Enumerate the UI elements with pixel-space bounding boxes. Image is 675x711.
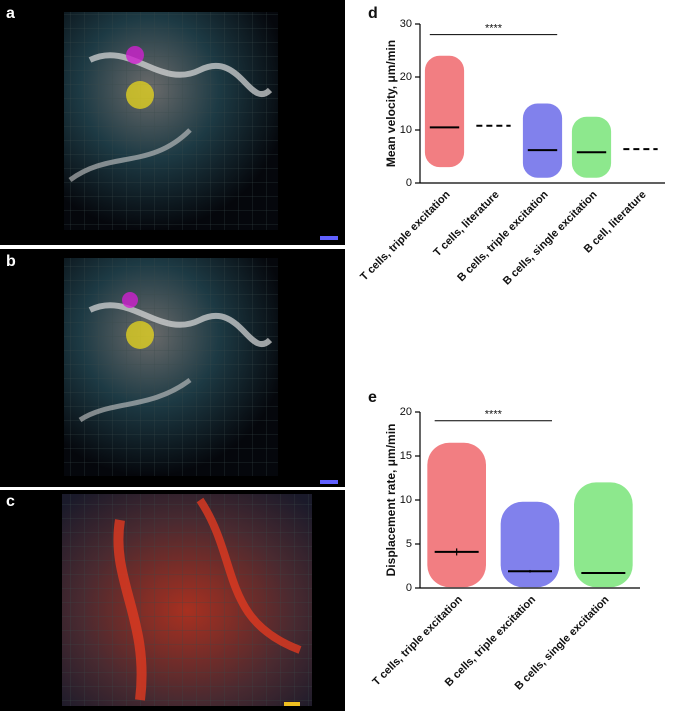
dot-cloud: [427, 442, 486, 588]
y-tick-label: 0: [406, 177, 412, 189]
image-c: [0, 490, 345, 711]
x-tick-label: B cells, single excitation: [501, 189, 600, 288]
image-b: [0, 249, 345, 487]
dot-cloud: [500, 501, 560, 588]
panel-label: b: [6, 253, 16, 270]
dot-cloud: [574, 482, 633, 588]
significance-label: ****: [485, 409, 503, 421]
y-tick-label: 20: [400, 406, 412, 418]
y-tick-label: 5: [406, 538, 412, 550]
panel-label: e: [368, 389, 377, 406]
y-tick-label: 10: [400, 494, 412, 506]
y-axis-label: Displacement rate, μm/min: [384, 424, 398, 577]
panel-label: a: [6, 5, 15, 22]
y-tick-label: 15: [400, 450, 412, 462]
y-tick-label: 30: [400, 18, 412, 30]
x-tick-label: T cells, triple excitation: [358, 188, 453, 283]
x-tick-label: B cells, triple excitation: [455, 188, 551, 284]
dot-cloud: [522, 103, 563, 178]
dot-cloud: [571, 116, 612, 178]
y-axis-label: Mean velocity, μm/min: [384, 40, 398, 167]
y-tick-label: 20: [400, 71, 412, 83]
y-tick-label: 0: [406, 582, 412, 594]
dot-cloud: [424, 55, 465, 168]
panel-label: c: [6, 493, 15, 510]
significance-label: ****: [485, 23, 503, 35]
panel-label: d: [368, 5, 378, 22]
y-tick-label: 10: [400, 124, 412, 136]
image-a: [0, 0, 345, 245]
